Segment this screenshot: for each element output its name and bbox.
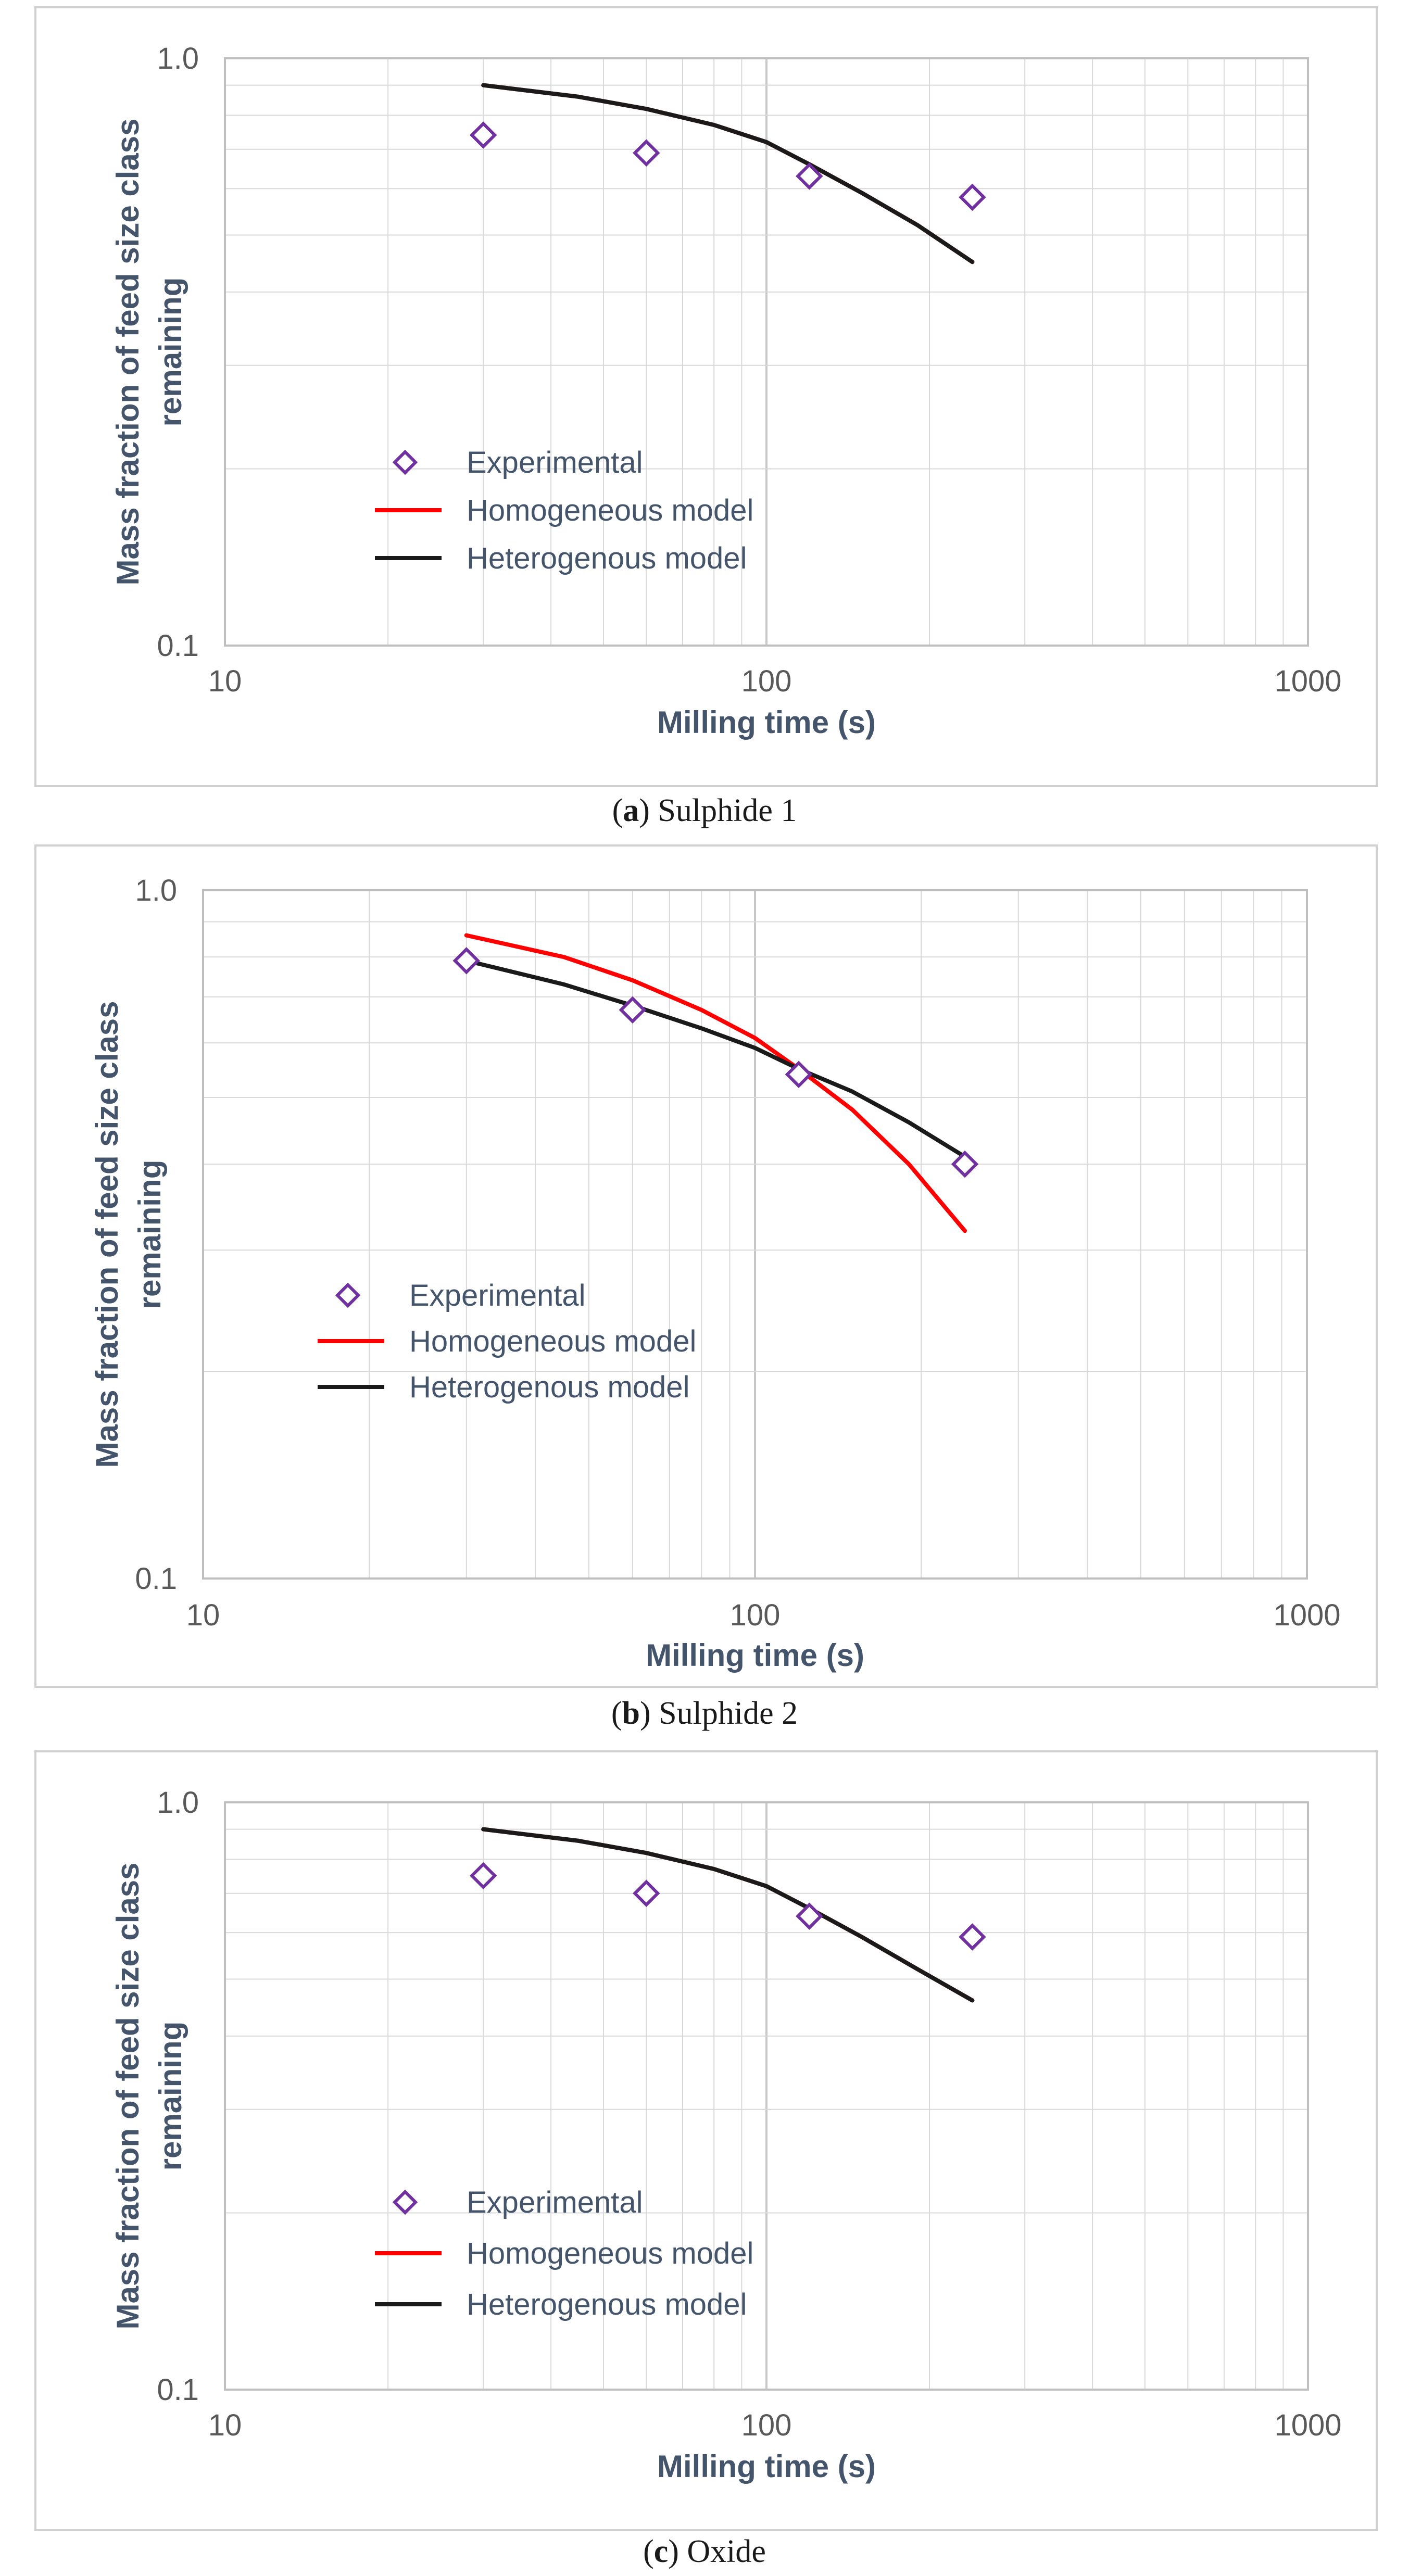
plot-area: [224, 1801, 1309, 2391]
x-tick-label: 10: [208, 2408, 242, 2442]
caption-c: (c) Oxide: [643, 2534, 766, 2569]
legend-label: Homogeneous model: [409, 1324, 696, 1358]
y-axis-title-line: Mass fraction of feed size class: [90, 1001, 124, 1468]
y-axis-title-line: Mass fraction of feed size class: [110, 118, 145, 585]
series-line-homogeneous: [481, 1827, 975, 2003]
legend: Experimental Homogeneous model Heterogenou…: [375, 446, 753, 575]
legend: Experimental Homogeneous model Heterogenou…: [318, 1279, 696, 1404]
caption-c-label: c: [653, 2534, 669, 2569]
x-tick-label: 100: [741, 2408, 792, 2442]
x-tick-label: 1000: [1274, 664, 1341, 698]
caption-c-text: Oxide: [687, 2534, 766, 2569]
legend-symbol-experimental: [335, 1282, 361, 1308]
legend-label: Heterogenous model: [467, 541, 747, 575]
y-tick-label: 1.0: [157, 42, 199, 75]
legend-symbol-experimental: [392, 449, 418, 475]
plot-area: [224, 57, 1309, 647]
y-axis-title: Mass fraction of feed size class remainin…: [110, 1862, 188, 2329]
x-tick-label: 100: [730, 1598, 781, 1632]
data-point-experimental: [452, 947, 480, 975]
x-axis-title: Milling time (s): [657, 705, 876, 740]
legend-label: Experimental: [409, 1279, 585, 1312]
legend-label: Heterogenous model: [467, 2288, 747, 2321]
legend-label: Experimental: [467, 446, 643, 479]
y-tick-label: 1.0: [135, 874, 177, 907]
y-axis-title-line: remaining: [153, 277, 188, 427]
x-tick-label: 1000: [1274, 2408, 1341, 2442]
data-point-experimental: [469, 1862, 497, 1890]
legend-label: Experimental: [467, 2186, 643, 2219]
gridlines: [202, 890, 1307, 1580]
x-tick-label: 10: [186, 1598, 220, 1632]
chart-panel-b: 10 100 1000 0.1 1.0 Milling time (s) Mass frac…: [34, 844, 1378, 1688]
data-point-experimental: [619, 996, 647, 1024]
legend-label: Homogeneous model: [467, 494, 753, 527]
caption-a-label: a: [623, 793, 639, 828]
data-point-experimental: [633, 1879, 660, 1907]
data-point-experimental: [951, 1150, 979, 1178]
data-point-experimental: [796, 162, 823, 190]
chart-b-svg: 10 100 1000 0.1 1.0 Milling time (s) Mass frac…: [90, 874, 1341, 1673]
caption-b: (b) Sulphide 2: [611, 1696, 798, 1731]
series-line-heterogenous: [481, 1827, 975, 2003]
caption-a: (a) Sulphide 1: [612, 793, 797, 828]
data-point-experimental: [469, 121, 497, 149]
chart-c-svg: 10 100 1000 0.1 1.0 Milling time (s) Mass frac…: [110, 1786, 1342, 2484]
chart-panel-a: 10 100 1000 0.1 1.0 Milling time (s) Mass frac…: [34, 6, 1378, 787]
y-tick-label: 1.0: [157, 1786, 199, 1820]
y-tick-label: 0.1: [157, 629, 199, 663]
plot-area: [202, 889, 1308, 1580]
y-axis-title: Mass fraction of feed size class remainin…: [90, 1001, 167, 1468]
legend-symbol-experimental: [392, 2189, 418, 2215]
chart-panel-c: 10 100 1000 0.1 1.0 Milling time (s) Mass frac…: [34, 1750, 1378, 2531]
series-line-heterogenous: [464, 958, 967, 1159]
chart-a-svg: 10 100 1000 0.1 1.0 Milling time (s) Mass frac…: [110, 42, 1342, 740]
data-point-experimental: [785, 1060, 813, 1089]
y-axis-title-line: remaining: [153, 2022, 188, 2171]
y-axis-title-line: remaining: [132, 1160, 167, 1309]
data-point-experimental: [959, 183, 986, 211]
x-axis-title: Milling time (s): [657, 2449, 876, 2484]
legend-label: Heterogenous model: [409, 1370, 689, 1404]
data-point-experimental: [796, 1902, 823, 1930]
series-line-homogeneous: [464, 933, 967, 1233]
legend-label: Homogeneous model: [467, 2237, 753, 2270]
caption-a-text: Sulphide 1: [658, 793, 797, 828]
y-tick-label: 0.1: [157, 2373, 199, 2407]
legend: Experimental Homogeneous model Heterogenou…: [375, 2186, 753, 2321]
caption-b-label: b: [622, 1696, 640, 1731]
data-point-experimental: [633, 139, 660, 167]
x-tick-label: 1000: [1273, 1598, 1340, 1632]
series-line-heterogenous: [481, 83, 975, 264]
y-tick-label: 0.1: [135, 1562, 177, 1596]
gridlines: [224, 1802, 1308, 2391]
caption-b-text: Sulphide 2: [659, 1696, 798, 1731]
x-axis-title: Milling time (s): [646, 1638, 864, 1673]
y-axis-title-line: Mass fraction of feed size class: [110, 1862, 145, 2329]
x-tick-label: 10: [208, 664, 242, 698]
y-axis-title: Mass fraction of feed size class remainin…: [110, 118, 188, 585]
data-point-experimental: [959, 1923, 986, 1951]
x-tick-label: 100: [741, 664, 792, 698]
